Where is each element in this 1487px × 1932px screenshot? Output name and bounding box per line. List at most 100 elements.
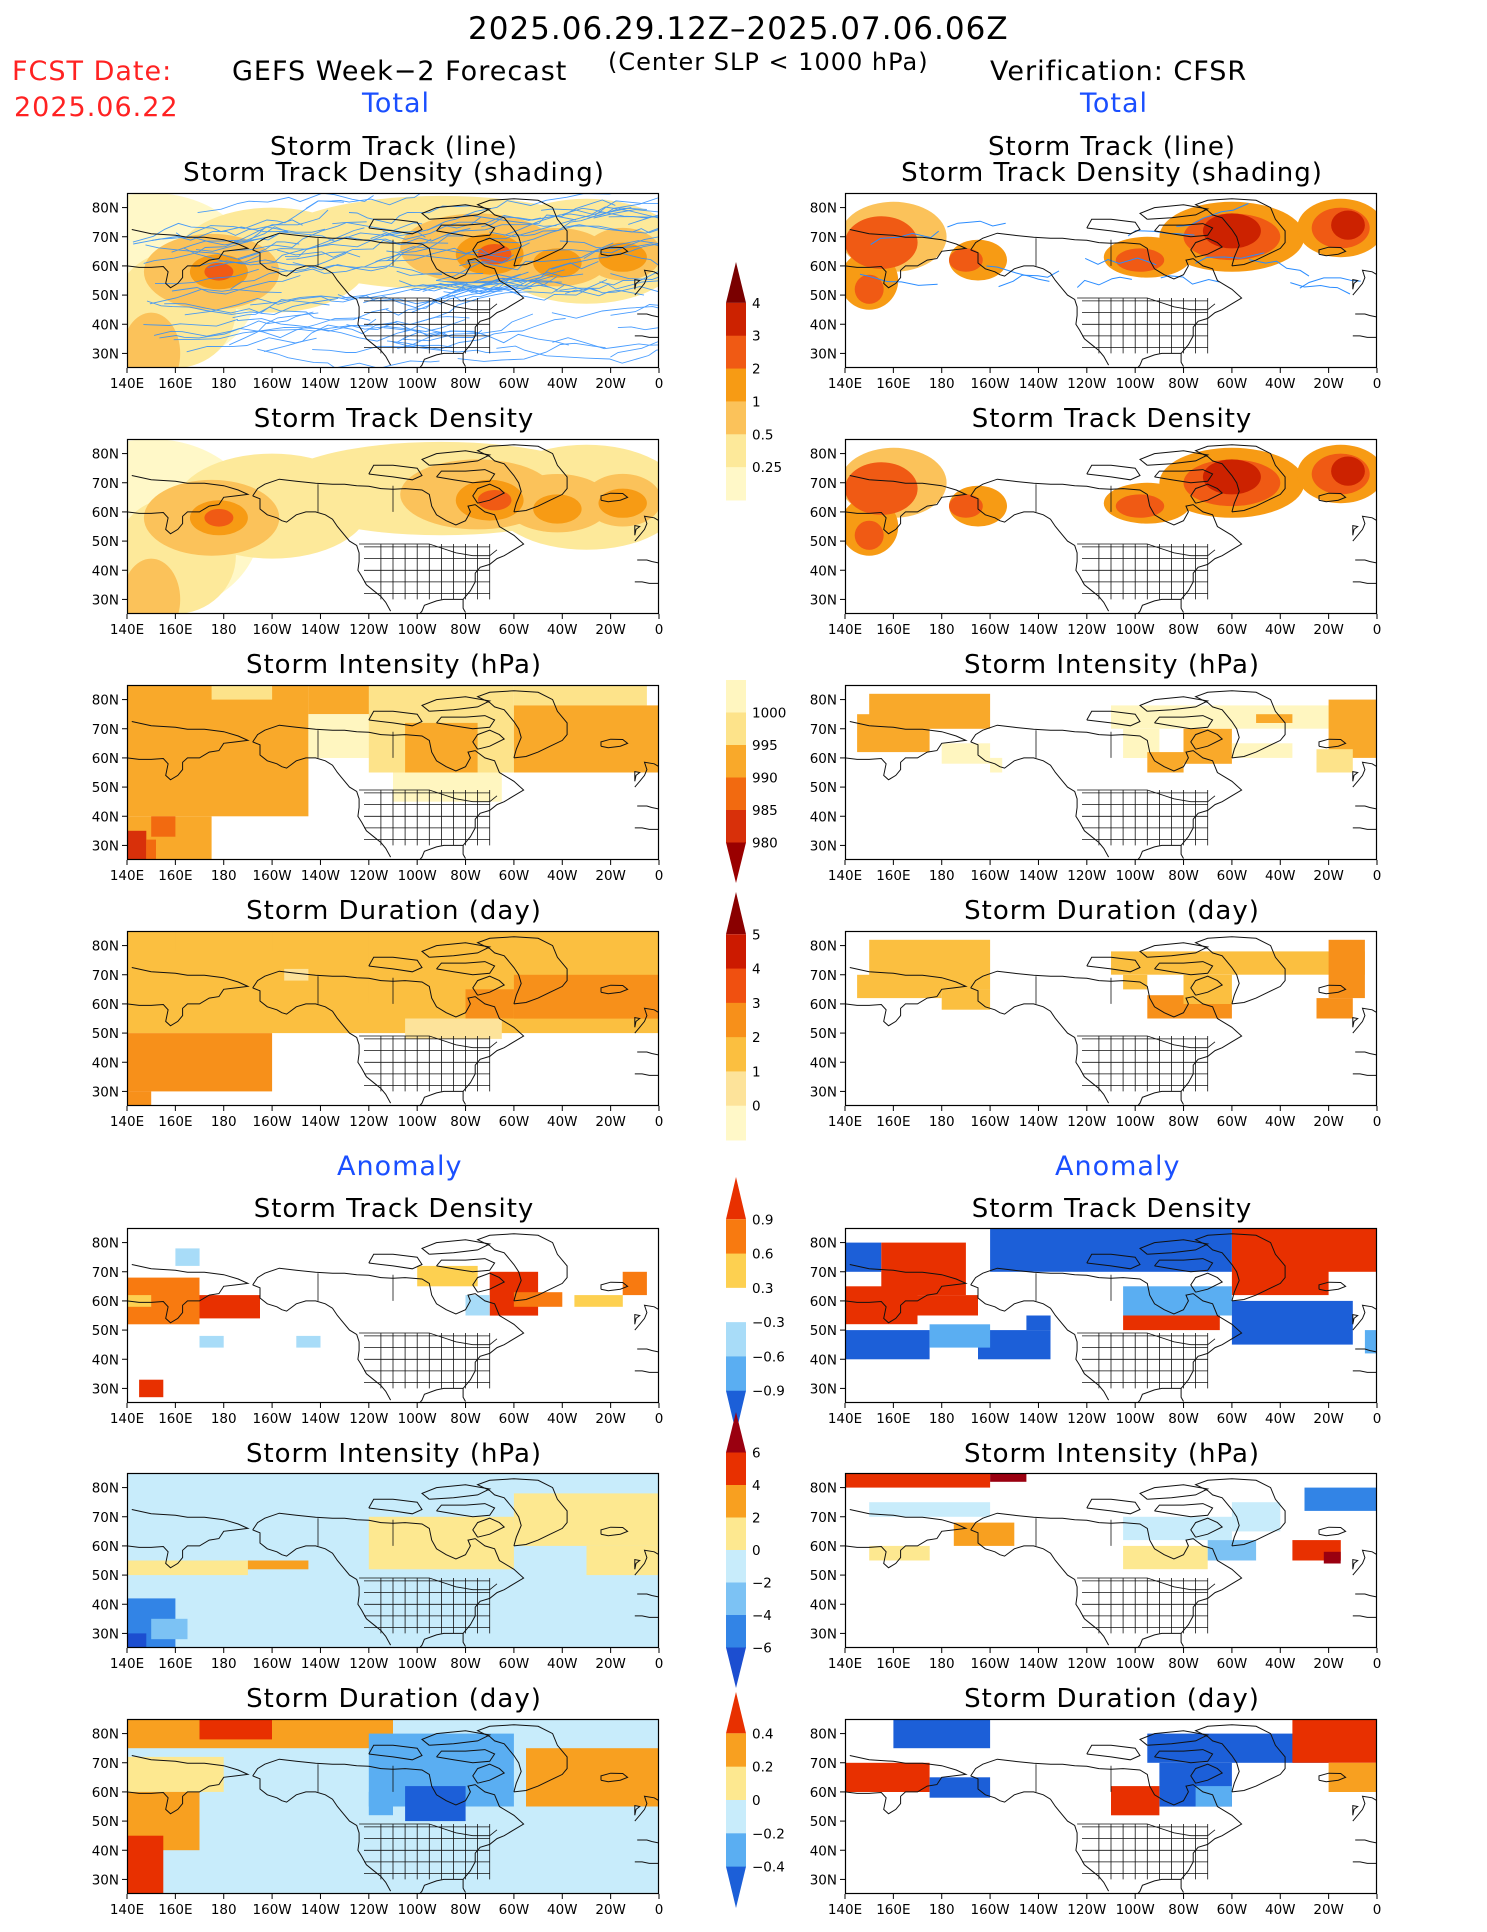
map-content: [127, 1719, 659, 1894]
x-tick-label: 80W: [1168, 868, 1199, 884]
shading-cell: [1316, 998, 1353, 1019]
shading-cell: [146, 839, 156, 860]
shading-blob: [1115, 494, 1165, 518]
shading-cell: [857, 974, 942, 999]
x-tick-label: 80W: [450, 1114, 481, 1130]
map-content: [127, 439, 659, 614]
x-tick-label: 140E: [828, 622, 862, 638]
coastlines: [127, 1478, 659, 1648]
colorbar-label: 0.9: [752, 1212, 773, 1228]
x-tick-label: 100W: [398, 868, 437, 884]
colorbar-label: 6: [752, 1446, 761, 1462]
x-tick-label: 120W: [349, 1114, 388, 1130]
x-tick-label: 40W: [547, 1656, 578, 1672]
shading-cell: [199, 1719, 272, 1740]
x-tick-label: 80W: [1168, 1902, 1199, 1918]
y-tick-label: 30N: [810, 1872, 837, 1888]
map-frame: [844, 1718, 1378, 1895]
colorbar-segment: [726, 1615, 746, 1648]
x-tick-label: 100W: [398, 1902, 437, 1918]
political-boundaries: [1035, 1518, 1216, 1634]
x-tick-label: 140W: [1019, 1411, 1058, 1427]
title-anom-duration-right: Storm Duration (day): [964, 1684, 1260, 1714]
x-tick-label: 60W: [1217, 376, 1248, 392]
coastlines: [845, 690, 1377, 860]
y-tick-label: 60N: [92, 751, 119, 767]
x-tick-label: 40W: [547, 1114, 578, 1130]
x-tick-label: 0: [1373, 1902, 1382, 1918]
political-boundaries: [317, 1764, 498, 1880]
x-tick-label: 140E: [828, 1902, 862, 1918]
x-tick-label: 0: [1373, 622, 1382, 638]
shading-cell: [175, 931, 273, 952]
x-tick-label: 180: [929, 622, 955, 638]
shading-cell: [929, 1324, 991, 1348]
shading-cell: [1328, 939, 1365, 999]
shading-cell: [199, 1335, 224, 1348]
x-tick-label: 100W: [398, 1656, 437, 1672]
shading-cell: [1123, 1286, 1232, 1316]
colorbar-segment: [726, 1253, 746, 1289]
colorbar-segment: [726, 1550, 746, 1583]
shading-blob: [204, 263, 234, 281]
y-tick-label: 70N: [810, 722, 837, 738]
colorbar-segment: [726, 401, 746, 435]
x-tick-label: 80W: [450, 868, 481, 884]
x-tick-label: 40W: [1265, 1411, 1296, 1427]
map-cfsr-duration: 140E 160E 180 160W 140W 120W 100W 80W 60W 40W 20W 0…: [810, 930, 1381, 1130]
shading-cell: [417, 1265, 478, 1287]
y-tick-label: 70N: [92, 968, 119, 984]
colorbar-segment: [726, 1219, 746, 1255]
map-frame: [844, 438, 1378, 615]
y-tick-label: 80N: [92, 1236, 119, 1252]
coastlines: [845, 1478, 1377, 1648]
x-tick-label: 60W: [1217, 1114, 1248, 1130]
shading-cell: [586, 1545, 659, 1576]
colorbar-density: 4 3 2 1 0.5 0.25: [726, 262, 782, 501]
shading-cell: [1328, 1762, 1377, 1792]
x-tick-label: 20W: [1313, 1114, 1344, 1130]
y-tick-label: 70N: [92, 230, 119, 246]
colorbar-label: 2: [752, 1511, 761, 1527]
colorbar-label: 980: [752, 836, 778, 852]
map-frame: [126, 684, 660, 861]
shading-cell: [308, 714, 369, 758]
y-tick-label: 60N: [810, 997, 837, 1013]
y-tick-label: 60N: [92, 1539, 119, 1555]
coastlines: [127, 444, 659, 614]
shading-blob: [854, 520, 884, 550]
y-tick-label: 40N: [92, 1055, 119, 1071]
colorbar-label: 0.5: [752, 427, 773, 443]
title-track-line-left: Storm Track (line): [270, 132, 518, 162]
x-tick-label: 20W: [595, 376, 626, 392]
colorbar-label: 1: [752, 394, 761, 410]
colorbar-anom-duration: 0.4 0.2 0 −0.2 −0.4: [726, 1692, 785, 1908]
x-tick-label: 20W: [1313, 1902, 1344, 1918]
x-tick-label: 140E: [110, 1902, 144, 1918]
y-tick-label: 70N: [92, 1510, 119, 1526]
political-boundaries: [1035, 1273, 1216, 1389]
title-anom-duration-left: Storm Duration (day): [246, 1684, 542, 1714]
shading-cell: [296, 1335, 321, 1348]
x-tick-label: 20W: [1313, 376, 1344, 392]
y-tick-label: 50N: [810, 1026, 837, 1042]
shading-cell: [857, 714, 930, 753]
shading-blob: [204, 509, 234, 527]
y-tick-label: 80N: [810, 1481, 837, 1497]
x-tick-label: 120W: [1067, 1656, 1106, 1672]
title-duration-right: Storm Duration (day): [964, 896, 1260, 926]
x-tick-label: 140W: [301, 1114, 340, 1130]
x-tick-label: 60W: [499, 622, 530, 638]
shading-cell: [1183, 974, 1232, 1004]
colorbar-label: −0.6: [752, 1349, 785, 1365]
colorbar-segment: [726, 1412, 746, 1453]
map-cfsr-anom-duration: 140E 160E 180 160W 140W 120W 100W 80W 60W 40W 20W 0…: [810, 1718, 1381, 1918]
x-tick-label: 0: [655, 376, 664, 392]
shading-cell: [1123, 1516, 1232, 1541]
shading-cell: [513, 1493, 659, 1546]
colorbar-segment: [726, 1733, 746, 1768]
x-tick-label: 120W: [349, 868, 388, 884]
x-tick-label: 140W: [301, 868, 340, 884]
x-tick-label: 120W: [349, 622, 388, 638]
title-duration-left: Storm Duration (day): [246, 896, 542, 926]
